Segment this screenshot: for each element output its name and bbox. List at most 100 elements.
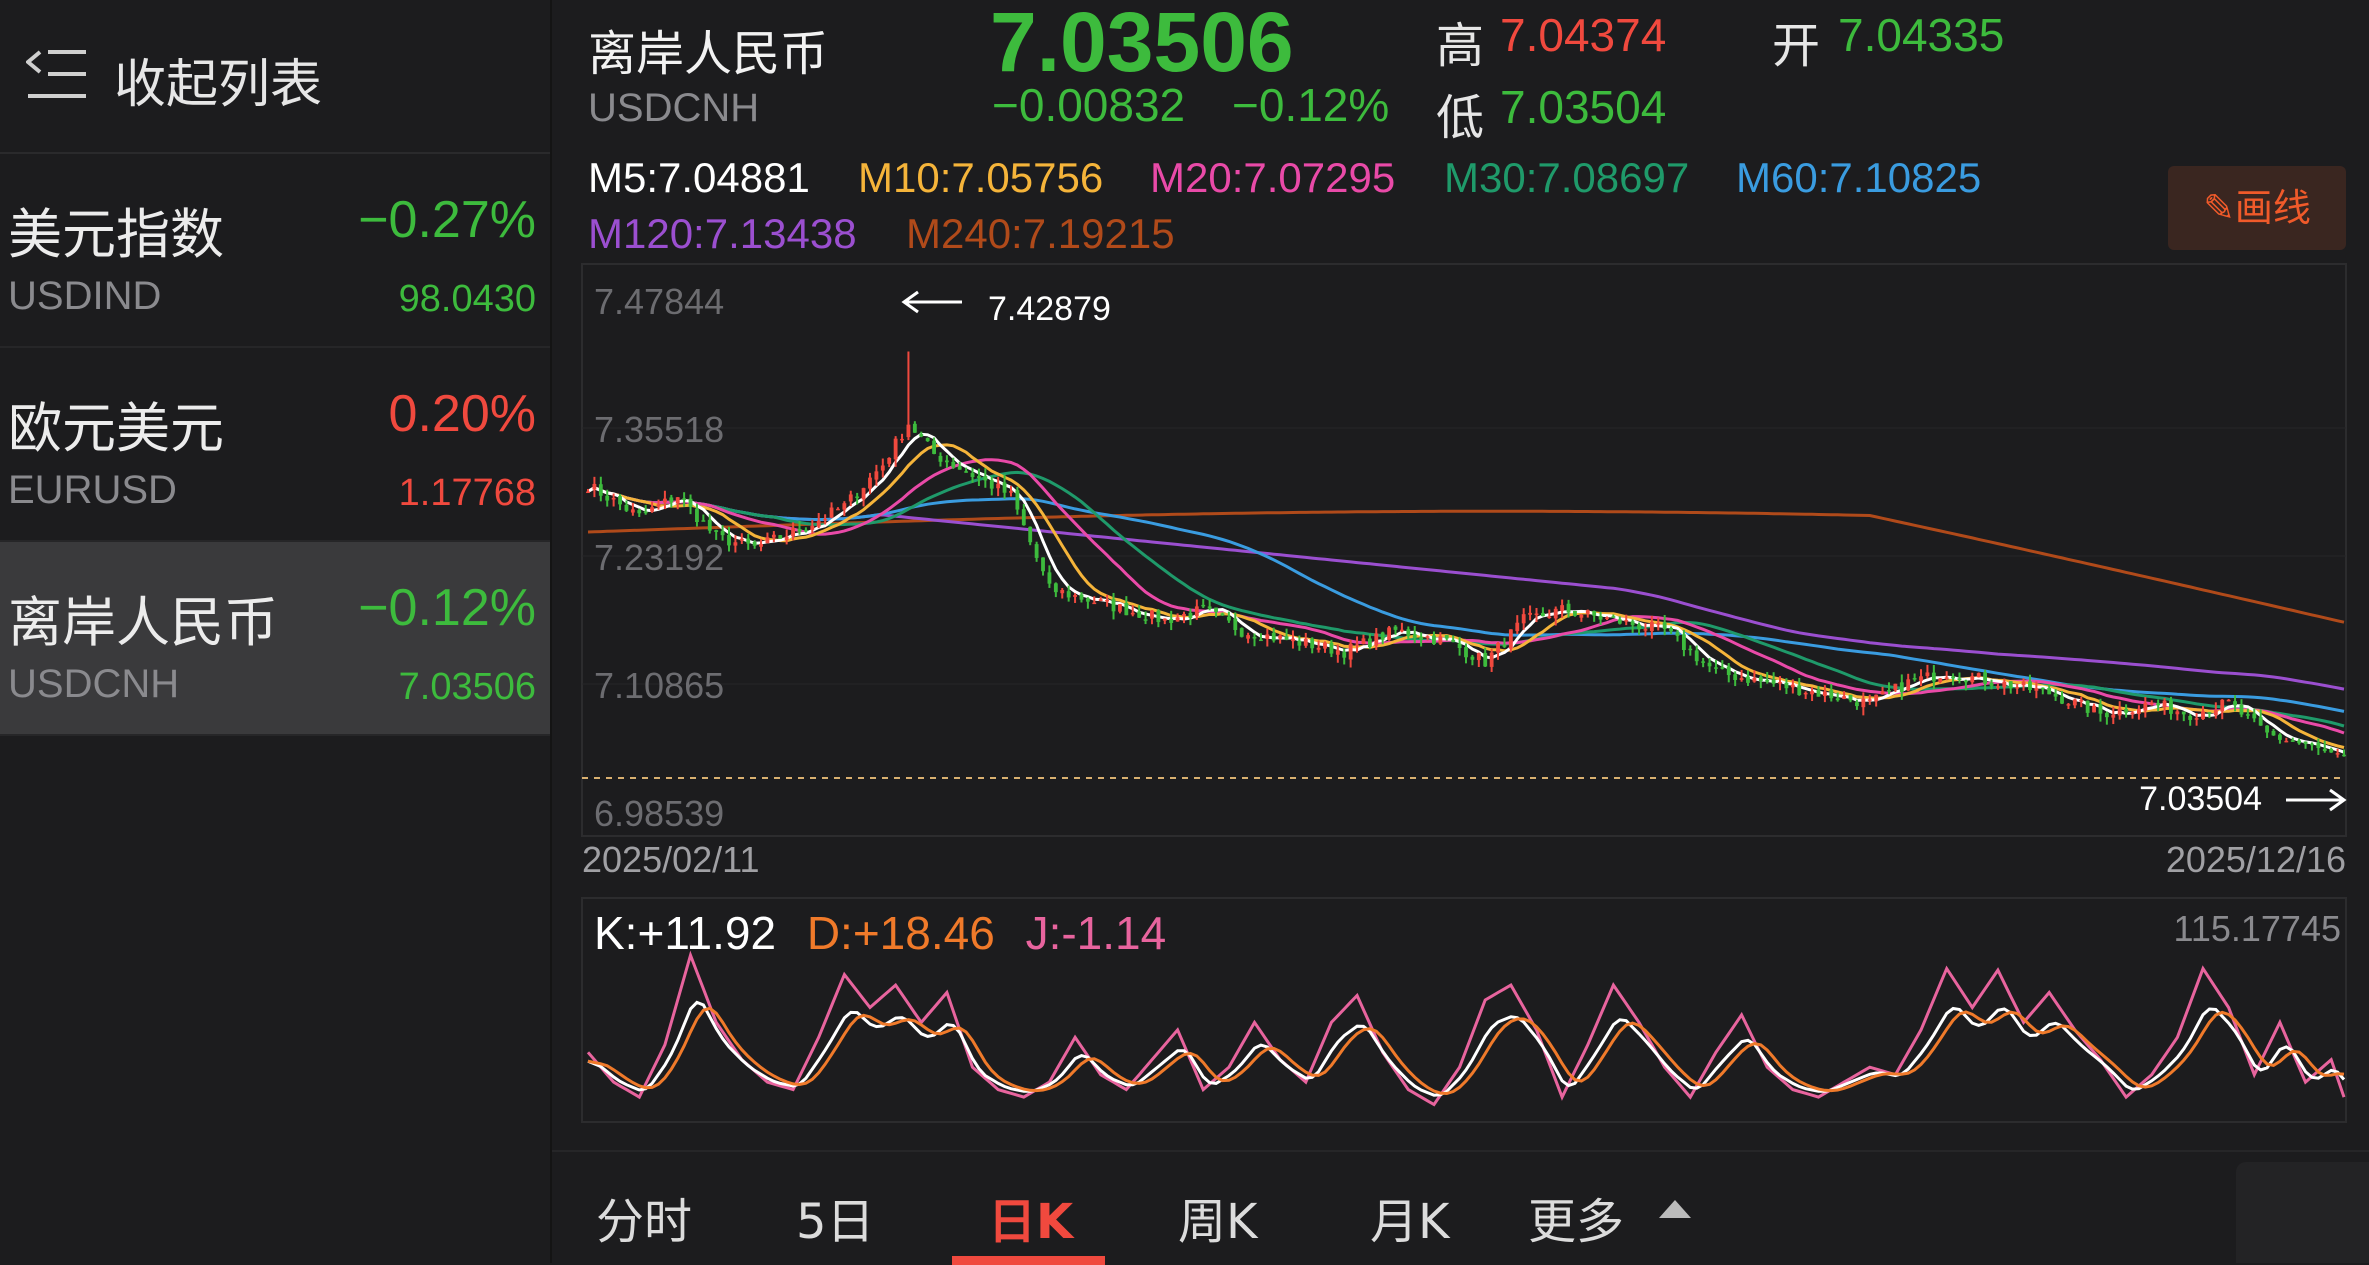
tab-intraday[interactable]: 分时	[596, 1194, 693, 1250]
instrument-code: USDIND	[8, 274, 162, 318]
candle-body	[1425, 636, 1430, 638]
kdj-lines	[586, 950, 2346, 1107]
candle-body	[682, 498, 687, 501]
candle-body	[816, 520, 821, 527]
candle-body	[1464, 647, 1468, 658]
last-price: 7.03506	[990, 0, 1294, 89]
candle-body	[746, 538, 751, 544]
candle-body	[1060, 590, 1065, 594]
candle-body	[2169, 700, 2173, 714]
candle-body	[2201, 711, 2205, 720]
candle-body	[2162, 700, 2167, 708]
low-label: 低	[1436, 90, 1485, 146]
candle-body	[1053, 583, 1058, 593]
change-percent: 0.20%	[388, 385, 536, 443]
ma60-value: M60:7.10825	[1736, 154, 1982, 201]
tab-more[interactable]: 更多	[1528, 1194, 1625, 1250]
open-label: 开	[1772, 18, 1821, 74]
candle-body	[2117, 708, 2122, 716]
instrument-title: 离岸人民币	[588, 26, 829, 82]
candle-body	[1566, 603, 1571, 613]
candle-body	[2342, 754, 2346, 757]
watchlist-item-usdind[interactable]: 美元指数 USDIND −0.27% 98.0430	[0, 154, 550, 348]
candle-body	[1374, 633, 1379, 646]
candle-body	[1092, 602, 1097, 605]
kdj-j-value: J:-1.14	[1025, 907, 1167, 959]
candle-body	[848, 494, 853, 502]
draw-line-button[interactable]: ✎画线	[2168, 166, 2346, 250]
candle-body	[778, 535, 783, 539]
candle-body	[2079, 700, 2084, 702]
candle-body	[752, 541, 757, 546]
candle-body	[611, 498, 616, 500]
candle-body	[1412, 634, 1417, 639]
kdj-j-line	[586, 950, 2346, 1107]
kdj-panel-frame	[581, 897, 2347, 1123]
candle-body	[2271, 730, 2276, 736]
watchlist-sidebar: 收起列表 美元指数 USDIND −0.27% 98.0430 欧元美元 EUR…	[0, 0, 552, 1263]
candle-body	[1521, 614, 1526, 624]
candle-body	[912, 423, 917, 433]
candle-body	[1822, 691, 1827, 697]
candle-body	[1156, 610, 1161, 623]
candle-body	[1675, 632, 1680, 636]
period-tabs: 分时 5日 日K 周K 月K 更多	[552, 1150, 2369, 1265]
candle-body	[1130, 612, 1135, 615]
candle-body	[2213, 710, 2218, 716]
instrument-name: 美元指数	[8, 203, 224, 266]
last-price: 1.17768	[398, 472, 536, 514]
candle-body	[2175, 711, 2180, 715]
price-change: −0.00832	[992, 79, 1186, 131]
y-tick-label: 7.35518	[594, 409, 724, 450]
candle-body	[1746, 676, 1750, 683]
max-price-label: 7.42879	[988, 290, 1111, 328]
candle-body	[1784, 682, 1789, 689]
candle-body	[964, 471, 969, 473]
candle-body	[2104, 713, 2109, 718]
candle-body	[2072, 699, 2077, 706]
min-arrowhead-icon	[2329, 788, 2347, 812]
candle-body	[1406, 629, 1411, 637]
candle-body	[2092, 705, 2096, 713]
candle-body	[797, 528, 802, 532]
candle-body	[1496, 643, 1500, 653]
candle-body	[2297, 740, 2302, 744]
candle-body	[1009, 491, 1013, 493]
candle-body	[925, 438, 930, 442]
candle-body	[1855, 702, 1859, 707]
candle-body	[1931, 672, 1936, 682]
instrument-code: USDCNH	[8, 662, 180, 706]
candle-body	[1361, 638, 1366, 645]
candle-body	[2284, 740, 2289, 743]
candle-body	[1701, 661, 1706, 663]
tab-weekly-k[interactable]: 周K	[1178, 1194, 1258, 1250]
candle-body	[1214, 607, 1218, 613]
candle-body	[2066, 704, 2071, 706]
ma60-line	[587, 486, 2345, 713]
tab-5day[interactable]: 5日	[796, 1194, 875, 1250]
watchlist-item-eurusd[interactable]: 欧元美元 EURUSD 0.20% 1.17768	[0, 348, 550, 542]
collapse-list-button[interactable]: 收起列表	[0, 0, 550, 154]
candle-body	[2143, 702, 2148, 711]
candle-body	[2149, 702, 2154, 705]
candle-body	[662, 498, 667, 503]
candle-body	[970, 473, 975, 478]
candle-body	[1284, 636, 1289, 640]
kdj-d-value: D:+18.46	[806, 907, 995, 959]
high-label: 高	[1436, 18, 1485, 74]
kdj-d-line	[587, 1006, 2345, 1096]
candle-body	[938, 455, 943, 462]
candle-body	[1880, 691, 1885, 695]
price-chart[interactable]: 7.47844 7.35518 7.23192 7.10865 6.98539 7.42…	[0, 0, 2369, 1150]
draw-line-label: 画线	[2234, 186, 2311, 230]
watchlist-item-usdcnh[interactable]: 离岸人民币 USDCNH −0.12% 7.03506	[0, 542, 550, 736]
candle-body	[1656, 623, 1661, 625]
tab-daily-k[interactable]: 日K	[988, 1194, 1074, 1250]
candle-body	[1246, 635, 1251, 639]
candle-body	[1143, 619, 1148, 621]
tab-monthly-k[interactable]: 月K	[1370, 1194, 1450, 1250]
ma10-line	[587, 443, 2345, 749]
candle-body	[1829, 690, 1834, 699]
floating-corner-button[interactable]	[2236, 1162, 2369, 1263]
candle-body	[983, 476, 988, 481]
